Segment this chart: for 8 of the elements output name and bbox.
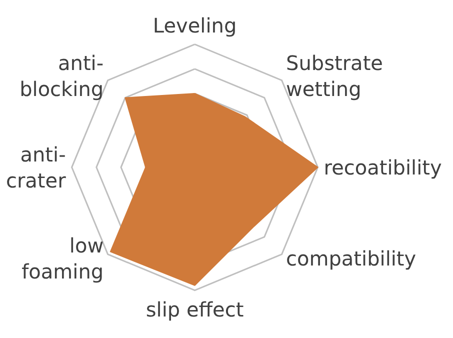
spoke-label: Leveling (152, 13, 237, 38)
spoke-label: slip effect (146, 297, 244, 322)
spoke-label: compatibility (286, 246, 416, 271)
spoke-label: recoatibility (324, 155, 442, 180)
spoke-label: anti- blocking (20, 51, 104, 102)
spoke-label: low foaming (22, 234, 104, 284)
spoke-label: Substrate wetting (286, 51, 383, 102)
spoke-label: anti- crater (6, 142, 67, 192)
